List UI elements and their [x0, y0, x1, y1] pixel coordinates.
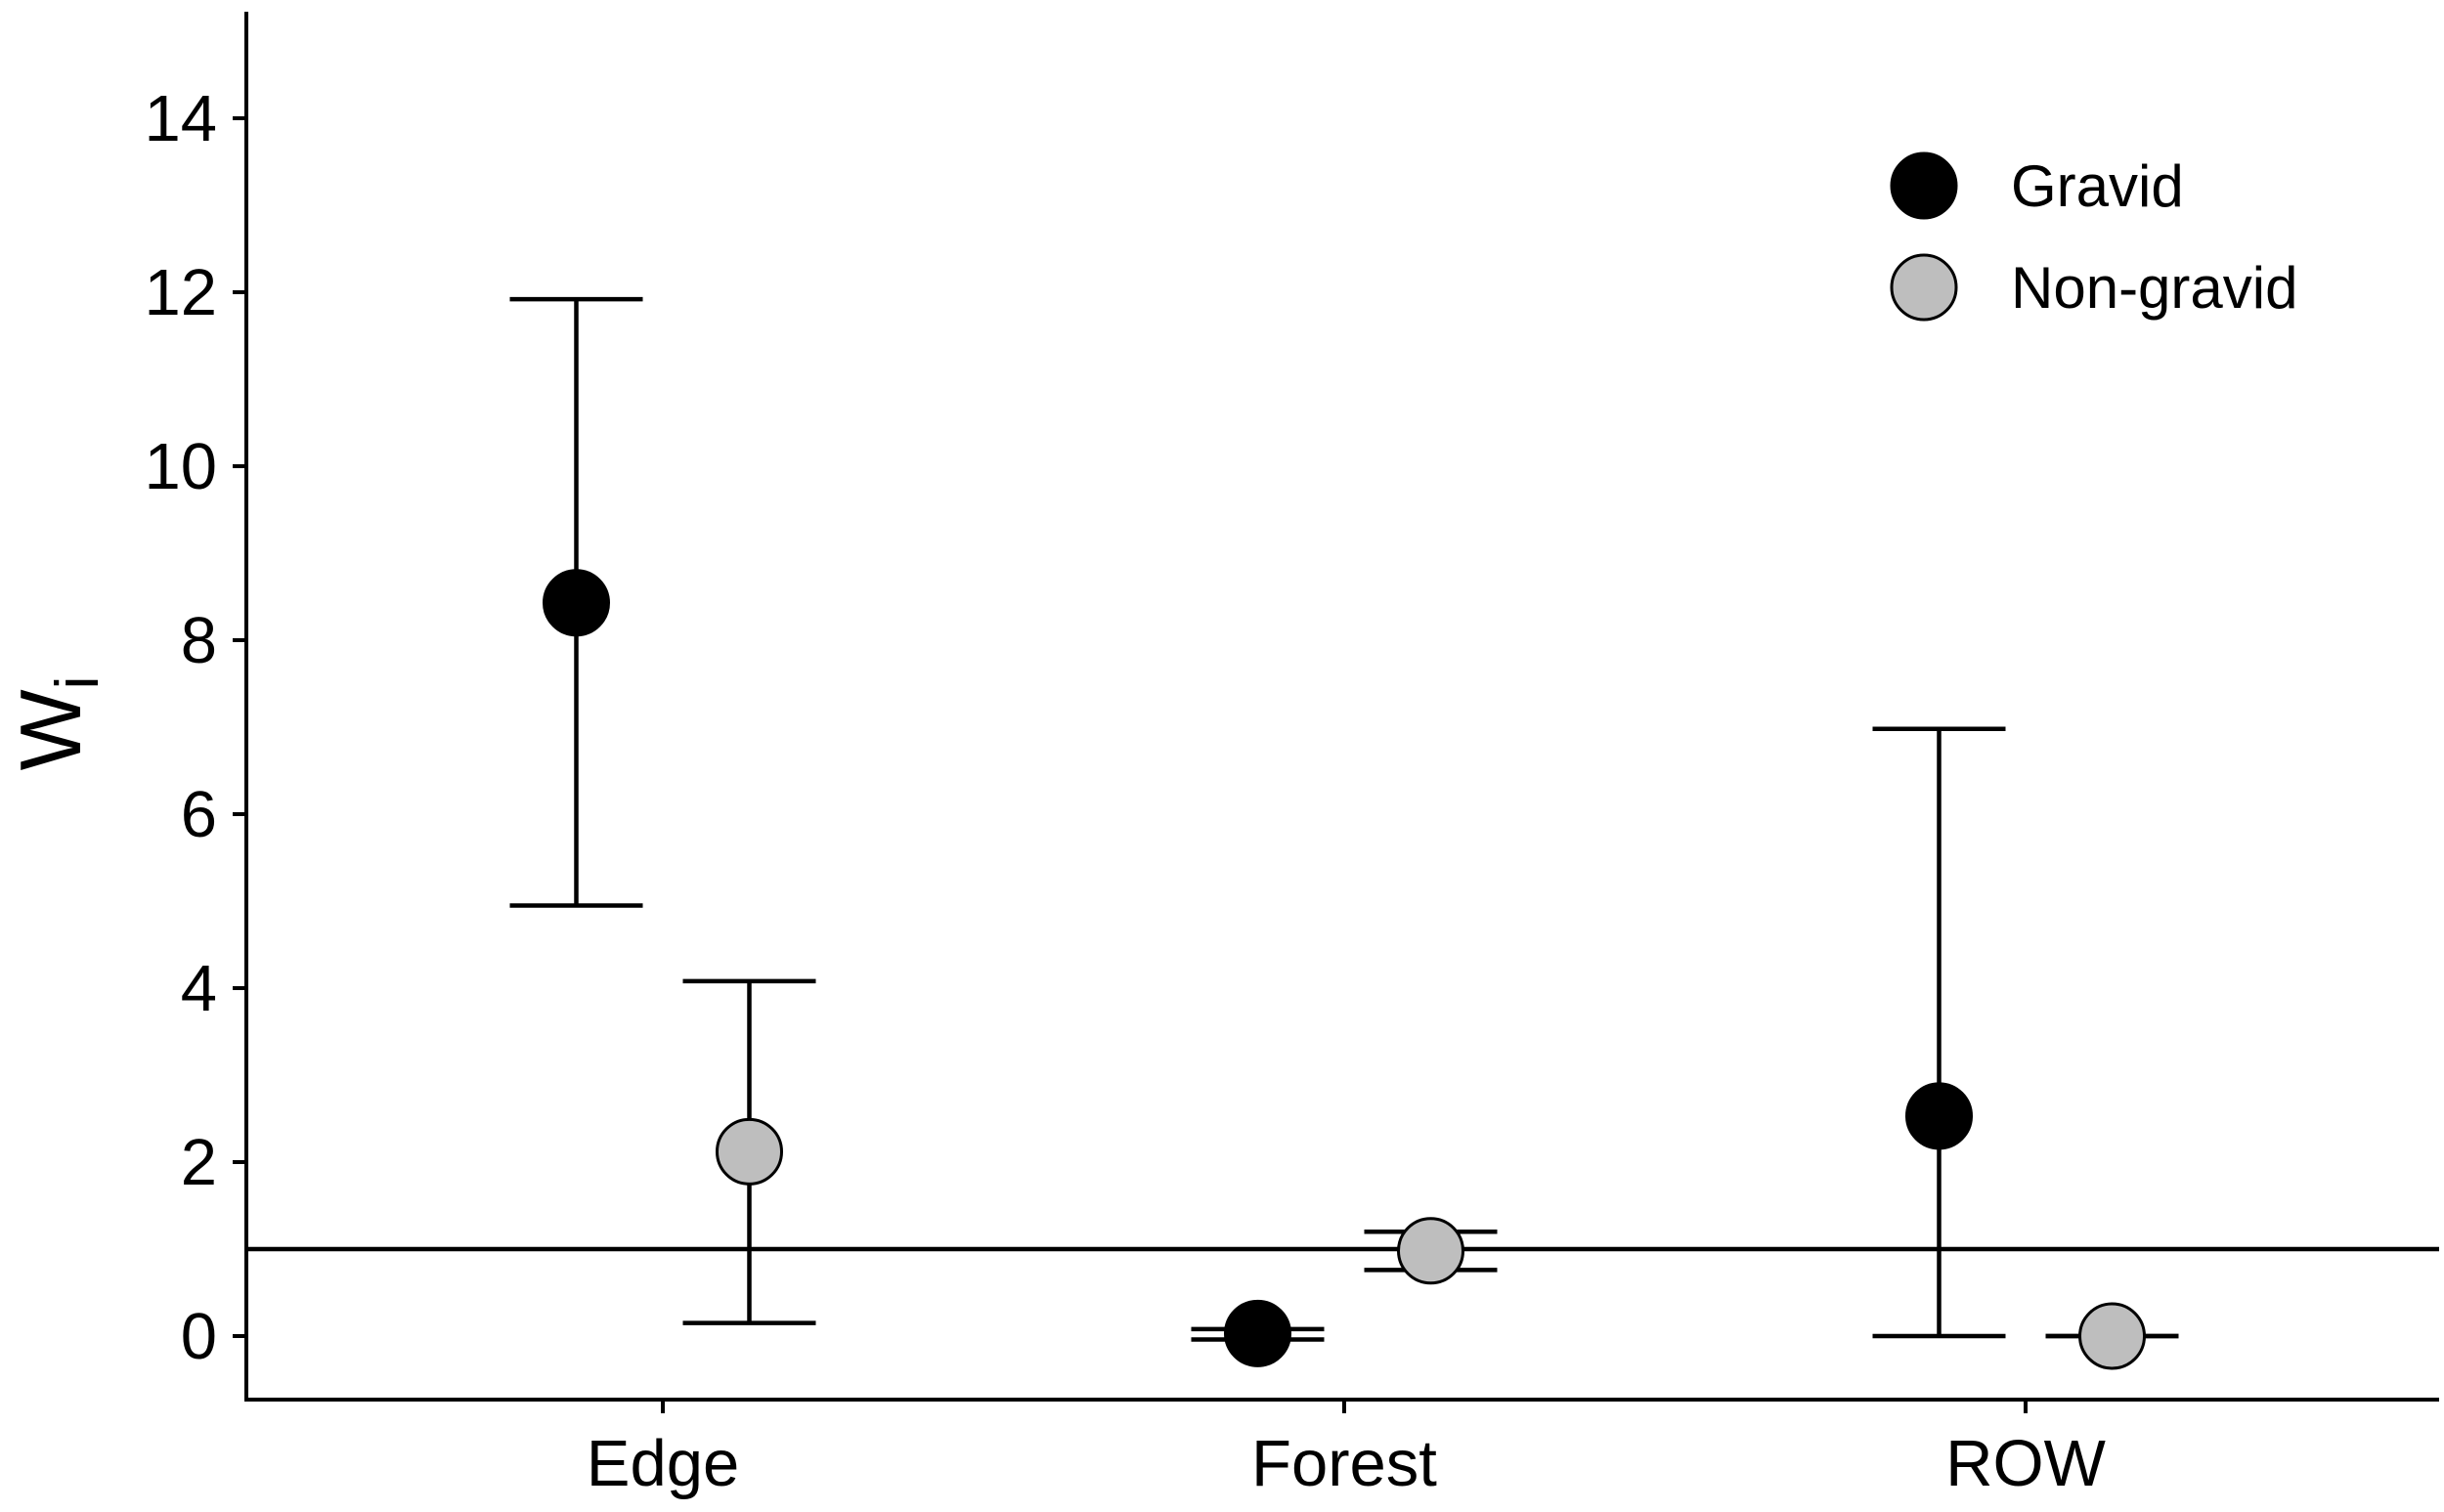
y-axis-label-subscript: i [44, 676, 111, 690]
data-marks [509, 296, 2179, 1370]
y-tick-label: 6 [181, 778, 217, 851]
data-point [1224, 1299, 1291, 1367]
y-tick-label: 14 [144, 82, 217, 155]
data-point [543, 569, 610, 637]
legend-label: Gravid [2011, 153, 2184, 219]
data-point [1905, 1082, 1973, 1150]
legend-item: Gravid [1890, 151, 2184, 220]
x-tick-label: ROW [1945, 1427, 2107, 1500]
y-tick-label: 12 [144, 256, 217, 329]
legend-item: Non-gravid [1890, 253, 2297, 322]
data-point [1397, 1217, 1464, 1285]
error-bar [1872, 726, 2006, 1339]
axes: 0 2 4 6 8 10 12 14 Edge Forest ROW [144, 12, 2439, 1500]
y-tick-label: 10 [144, 430, 217, 503]
legend: Gravid Non-gravid [1890, 151, 2297, 322]
data-point [716, 1117, 783, 1186]
legend-label: Non-gravid [2011, 255, 2297, 321]
y-tick-label: 0 [181, 1300, 217, 1373]
x-tick-label: Edge [587, 1427, 739, 1500]
y-tick-label: 2 [181, 1126, 217, 1199]
y-axis-label-main: W [2, 689, 99, 770]
data-point [2078, 1302, 2146, 1370]
y-axis-label: Wi [2, 676, 111, 771]
legend-key [1890, 253, 1958, 322]
y-tick-label: 4 [181, 952, 217, 1025]
x-tick-label: Forest [1251, 1427, 1437, 1500]
legend-key [1890, 151, 1958, 220]
y-tick-label: 8 [181, 604, 217, 677]
